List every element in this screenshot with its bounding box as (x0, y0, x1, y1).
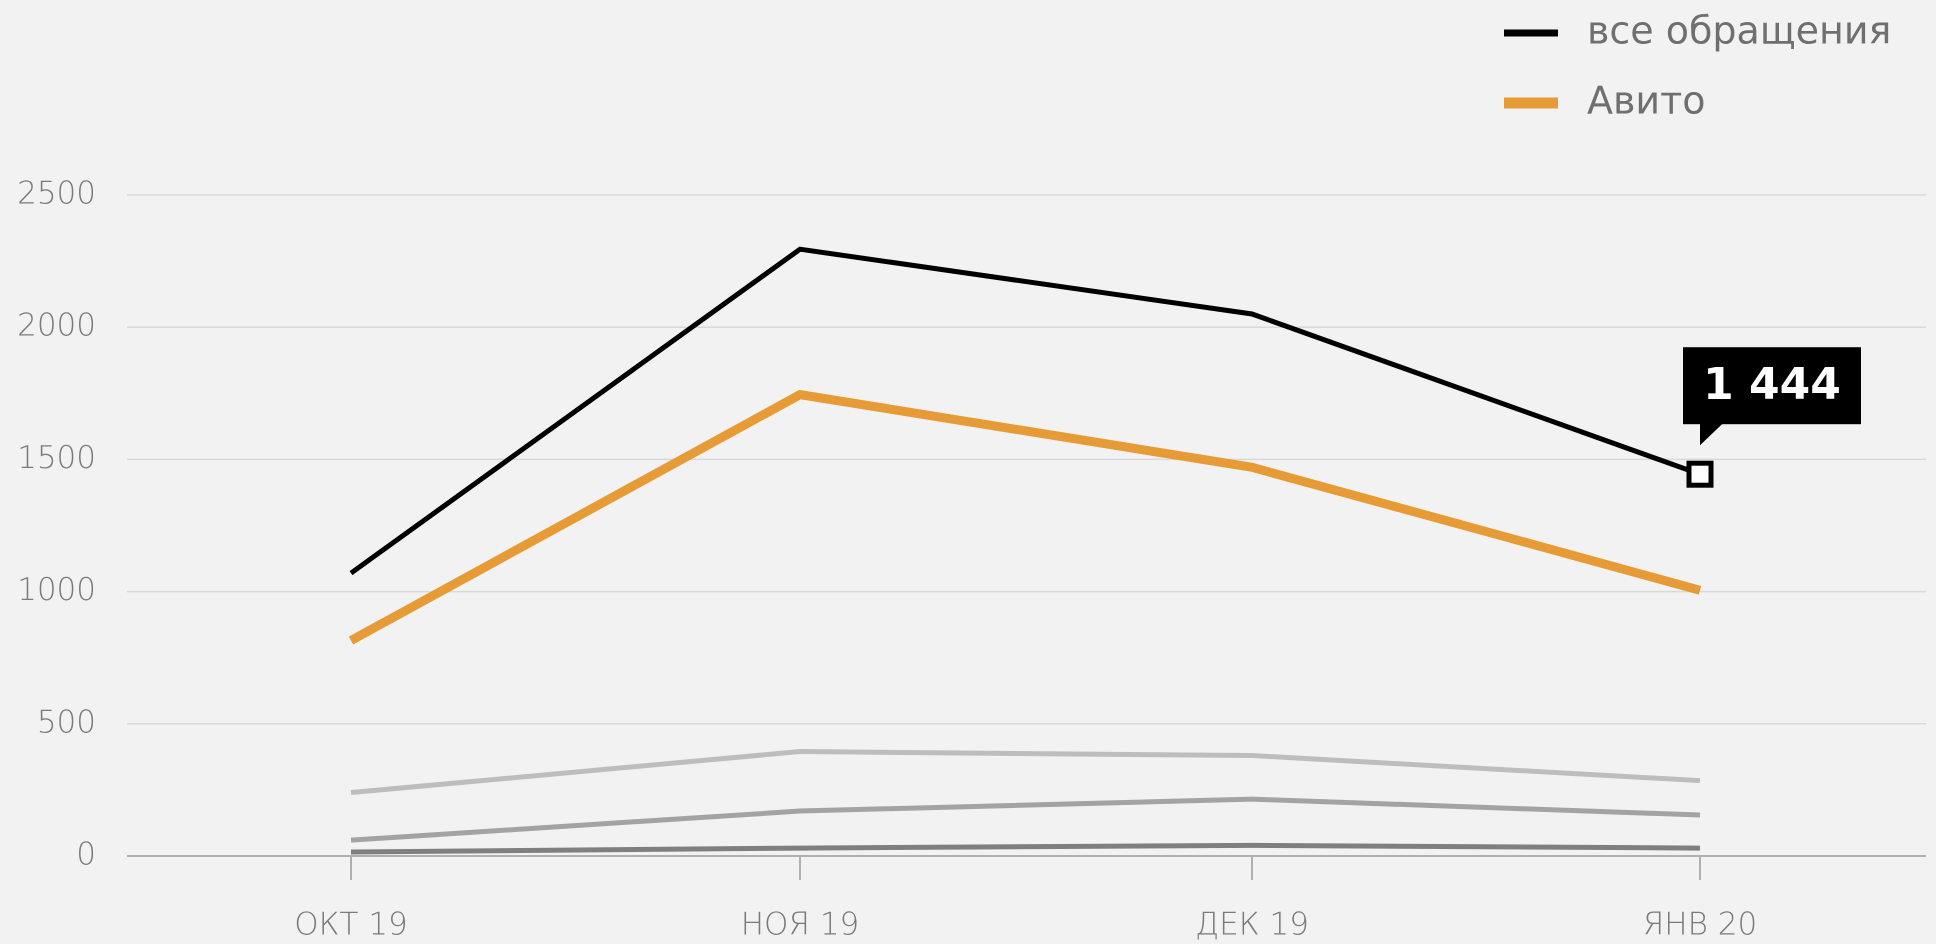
y-tick-label: 500 (37, 704, 96, 740)
y-tick-label: 0 (76, 837, 96, 873)
x-tick-label: ДЕК 19 (1195, 907, 1309, 943)
series-line (350, 749, 1701, 796)
series-line (349, 246, 1701, 576)
x-tick-label: ЯНВ 20 (1643, 907, 1757, 943)
x-tick-label: ОКТ 19 (294, 907, 408, 943)
y-tick-label: 1000 (17, 572, 96, 608)
series-line (350, 842, 1701, 855)
point-marker (1686, 460, 1714, 488)
y-tick-label: 2000 (17, 308, 96, 344)
label-box (1683, 347, 1861, 425)
series-line (348, 389, 1702, 645)
x-tick-label: НОЯ 19 (741, 907, 860, 943)
series-line (350, 796, 1701, 843)
legend-label: все обращения (1587, 9, 1891, 53)
data-label: 1 444 (1703, 359, 1841, 410)
y-tick-label: 2500 (17, 176, 96, 212)
legend-label: Авито (1587, 79, 1705, 123)
y-tick-label: 1500 (17, 440, 96, 476)
label-pointer (1700, 423, 1723, 446)
